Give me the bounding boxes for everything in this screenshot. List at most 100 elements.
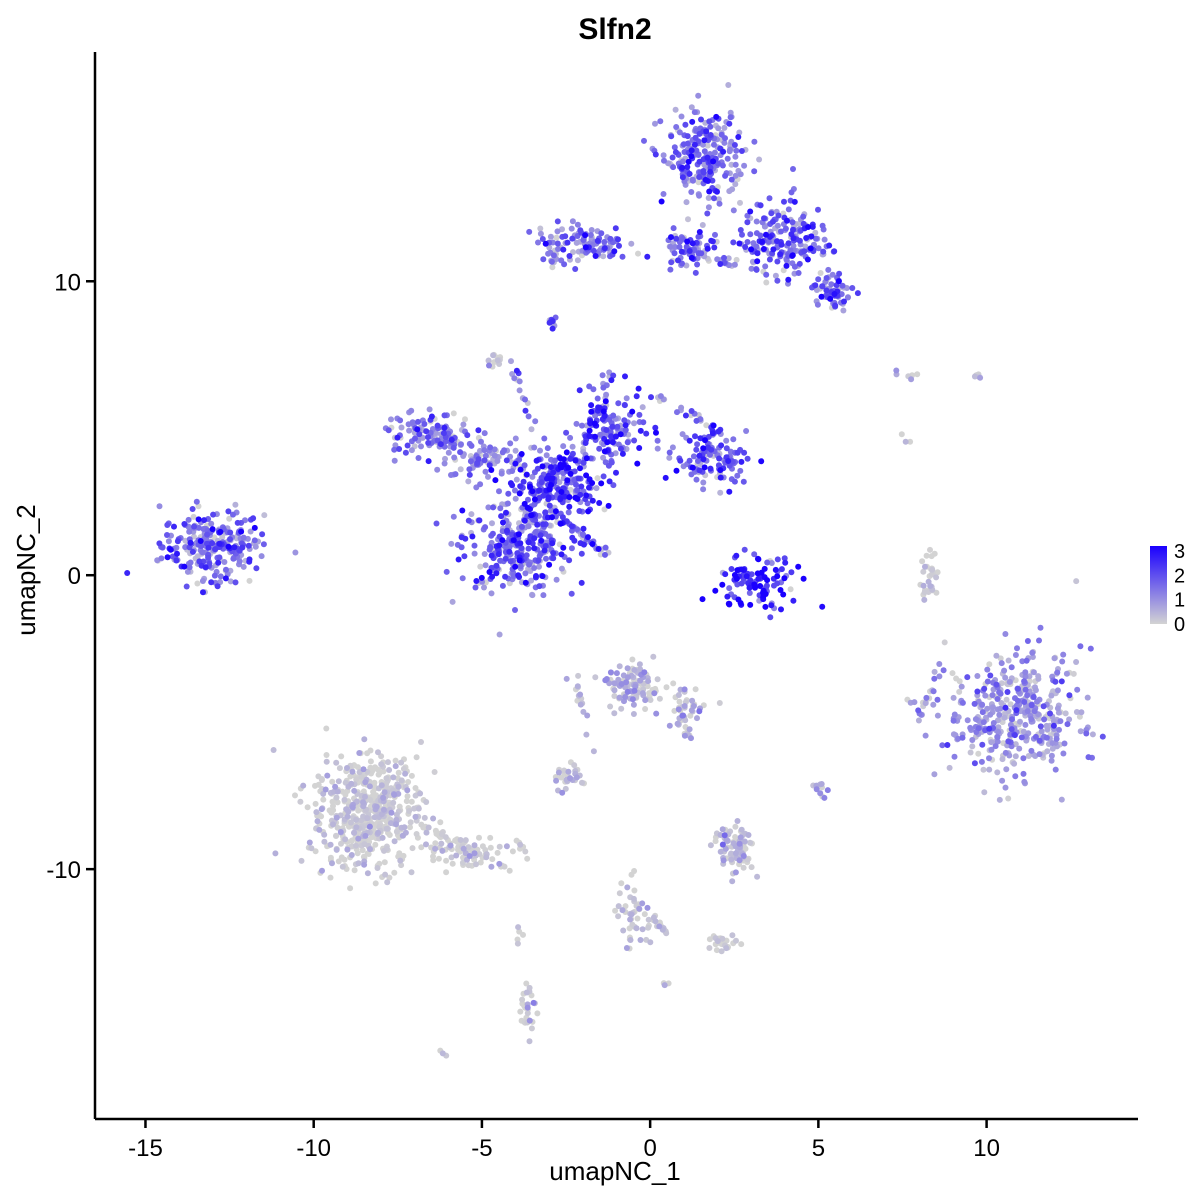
data-point [808,233,815,240]
data-point [542,240,549,247]
data-point [332,783,339,790]
data-point [1035,673,1042,680]
data-point [701,137,708,144]
data-point [489,573,496,580]
data-point [1083,730,1090,737]
data-point [821,794,828,801]
data-point [181,563,188,570]
data-point [701,148,708,155]
data-point [1036,637,1042,644]
data-point [396,446,403,452]
data-point [633,393,640,400]
data-point [1017,718,1023,725]
data-point [733,147,740,154]
data-point [366,823,373,830]
data-point [367,764,374,771]
data-point [560,456,567,463]
data-point [481,430,488,437]
data-point [695,92,702,99]
data-point [375,829,382,836]
data-point [240,534,247,541]
data-point [354,764,361,771]
data-point [425,434,431,441]
data-point [412,813,419,820]
data-point [542,509,549,516]
data-point [344,813,351,820]
data-point [781,555,788,562]
data-point [512,607,518,613]
data-point [227,536,233,543]
data-point [676,129,683,136]
data-point [684,133,691,140]
data-point [553,234,560,241]
data-point [560,544,567,551]
data-point [929,566,936,573]
data-point [383,825,390,832]
data-point [714,188,720,195]
data-point [465,478,472,485]
data-point [272,850,279,857]
data-point [631,887,638,894]
data-point [335,858,342,865]
data-point [315,781,322,788]
data-point [1012,753,1019,760]
data-point [715,125,722,132]
data-point [907,438,914,445]
data-point [1073,709,1080,715]
data-point [246,556,253,563]
data-point [574,221,581,228]
data-point [500,519,506,526]
data-point [1022,721,1029,728]
data-point [485,504,492,511]
data-point [349,768,356,775]
data-point [1062,710,1069,717]
data-point [568,225,575,232]
x-tick-label: 5 [812,1135,825,1162]
data-point [550,252,557,259]
data-point [999,756,1006,763]
data-point [696,158,703,165]
data-point [600,454,607,461]
data-point [738,941,745,948]
data-point [1044,748,1051,755]
data-point [216,554,223,561]
data-point [548,507,555,514]
data-point [323,758,330,765]
data-point [566,557,573,564]
data-point [462,416,468,423]
data-point [461,553,468,560]
data-point [734,472,741,479]
data-point [716,455,723,462]
data-point [530,999,537,1006]
data-point [1002,784,1009,791]
data-point [620,927,627,934]
data-point [1043,722,1050,729]
data-point [230,555,237,562]
data-point [1023,657,1030,664]
data-point [829,271,836,278]
data-point [508,358,514,365]
data-point [510,537,517,544]
data-point [675,257,681,264]
data-point [622,694,629,700]
data-point [481,551,488,557]
data-point [993,681,1000,688]
data-point [1077,728,1084,735]
data-point [755,575,762,582]
data-point [789,252,796,259]
data-point [1070,670,1077,677]
data-point [688,147,695,154]
x-axis-ticks: -15 -10 -5 0 5 10 [128,1119,1000,1162]
data-point [971,373,978,380]
x-tick-label: -5 [471,1135,492,1162]
data-point [1041,716,1048,723]
data-point [813,235,819,242]
data-point [690,703,697,709]
data-point [994,696,1001,702]
data-point [710,158,717,165]
data-point [443,869,450,876]
data-point [757,232,764,239]
data-point [532,529,539,535]
data-point [639,404,646,411]
data-point [442,455,448,462]
